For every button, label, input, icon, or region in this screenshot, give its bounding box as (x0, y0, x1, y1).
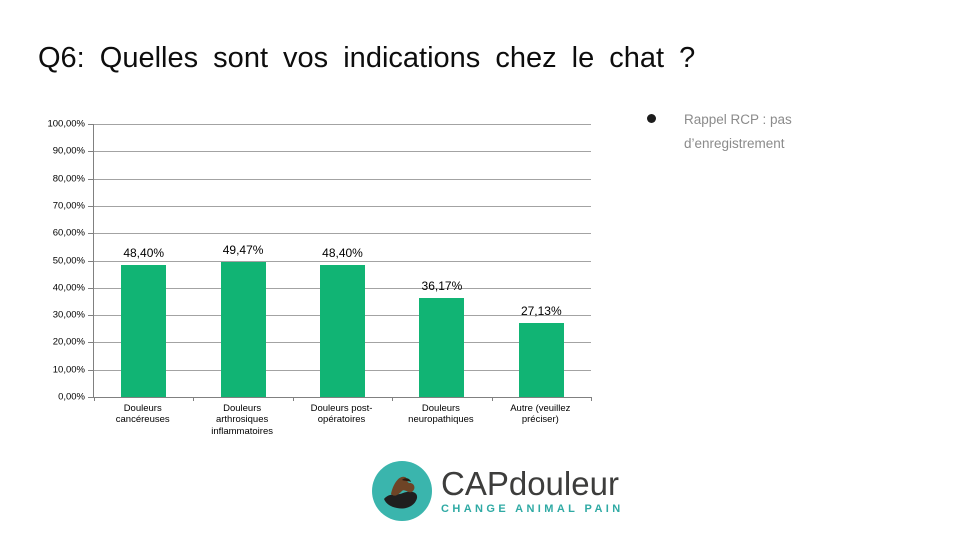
bar-5 (518, 322, 564, 397)
y-axis-label: 50,00% (52, 255, 85, 266)
y-axis-tick (88, 315, 93, 317)
y-axis-label: 60,00% (52, 227, 85, 239)
gridline (94, 151, 591, 153)
y-axis-label: 70,00% (52, 200, 85, 212)
bullet-dot-icon (647, 114, 656, 123)
gridline (94, 260, 591, 262)
logo-text-block: CAPdouleur CHANGE ANIMAL PAIN (441, 467, 624, 515)
y-axis-tick (88, 233, 93, 235)
bar-1 (121, 264, 167, 397)
bar-2 (220, 261, 266, 397)
chart-category-axis: Douleurs cancéreuses Douleurs arthrosique… (93, 398, 590, 437)
slide-title: Q6: Quelles sont vos indications chez le… (38, 42, 696, 74)
chart-plot-area: 0,00% 10,00% 20,00% 30,00% 40,00% 50,00% 60,00… (47, 119, 592, 403)
x-axis-category-label: Douleurs neuropathiques (408, 403, 474, 426)
y-axis-tick (88, 124, 93, 125)
y-axis-label: 90,00% (52, 145, 85, 157)
logo-tagline-text: CHANGE ANIMAL PAIN (441, 502, 624, 515)
y-axis-label: 0,00% (58, 391, 85, 403)
note-text: Rappel RCP : pas d’enregistrement (684, 112, 792, 151)
x-axis-tick (392, 397, 394, 401)
x-axis-category-label: Autre (veuillez préciser) (510, 403, 571, 426)
x-axis-category-label: Douleurs post-opératoires (310, 403, 373, 426)
x-axis-tick (491, 397, 493, 401)
capdouleur-logo-icon (372, 461, 432, 521)
bar-value-label: 48,40% (123, 245, 165, 260)
x-axis-category-label: Douleurs arthrosiques inflammatoires (211, 403, 273, 437)
y-axis-label: 20,00% (52, 336, 85, 348)
bar-value-label: 27,13% (520, 303, 562, 318)
bar-4 (419, 298, 465, 397)
capdouleur-logo: CAPdouleur CHANGE ANIMAL PAIN (372, 461, 624, 521)
x-axis-tick (591, 397, 592, 401)
y-axis-tick (88, 260, 93, 262)
bar-value-label: 36,17% (421, 279, 463, 294)
y-axis-label: 80,00% (52, 173, 85, 185)
y-axis-tick (88, 342, 93, 344)
bar-chart: 0,00% 10,00% 20,00% 30,00% 40,00% 50,00% 60,00… (47, 119, 608, 454)
x-axis-tick (193, 397, 195, 401)
gridline (94, 205, 591, 207)
gridline (94, 178, 591, 180)
y-axis-tick (88, 287, 93, 289)
gridline (94, 233, 591, 235)
y-axis-label: 10,00% (52, 364, 85, 376)
y-axis-tick (88, 369, 93, 371)
gridline (94, 124, 591, 125)
bar-3 (320, 264, 365, 397)
y-axis-tick (88, 178, 93, 180)
x-axis-tick (292, 397, 294, 401)
logo-brand-text: CAPdouleur (441, 465, 619, 503)
x-axis-category-label: Douleurs cancéreuses (115, 403, 170, 426)
y-axis-tick (88, 397, 93, 398)
y-axis-label: 30,00% (52, 309, 85, 321)
x-axis-tick (94, 397, 95, 401)
y-axis-tick (88, 205, 93, 207)
y-axis-label: 100,00% (47, 118, 85, 130)
y-axis-label: 40,00% (52, 282, 85, 294)
note-bullet-item: Rappel RCP : pas d’enregistrement (647, 108, 887, 155)
y-axis-tick (88, 151, 93, 153)
bar-value-label: 48,40% (322, 245, 363, 260)
bar-value-label: 49,47% (222, 242, 264, 257)
